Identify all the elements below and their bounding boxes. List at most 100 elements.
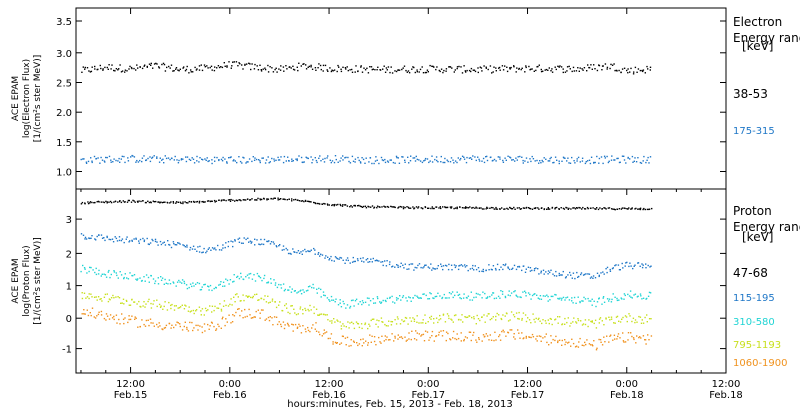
panel-1-series-3-point [464,316,466,318]
panel-0-series-0-point [226,65,228,67]
panel-1-series-3-point [618,320,620,322]
panel-1-series-2-point [361,300,364,302]
panel-1-series-4-point [636,335,638,337]
panel-1-series-3-point [646,321,648,323]
panel-1-series-2-point [127,278,130,280]
panel-1-series-0-point [263,198,265,200]
panel-1-series-3-point [347,321,349,323]
panel-0-series-0-point [218,66,221,69]
panel-1-series-1-point [275,245,277,247]
panel-0-series-1-point [198,161,200,163]
panel-1-series-4-point [86,309,88,311]
panel-1-series-1-point [475,268,478,271]
panel-1-series-4-point [397,334,399,336]
panel-1-series-3-point [83,292,86,294]
panel-0-series-0-point [89,71,92,73]
panel-1-series-2-point [540,298,543,300]
panel-1-series-1-point [354,260,356,263]
panel-1-series-0-point [509,207,512,209]
panel-0-series-0-point [204,66,206,68]
panel-0-series-1-point [389,159,391,161]
panel-0-series-1-point [238,156,240,158]
panel-1-series-3-point [518,311,520,314]
panel-1-series-3-point [297,313,299,315]
panel-1-series-4-point [134,318,136,320]
panel-1-ytick-label: 2 [66,249,72,260]
panel-1-series-4-point [592,345,594,347]
panel-1-series-3-point [422,322,424,324]
panel-1-series-1-point [362,257,364,259]
panel-1-series-2-point [136,279,138,281]
panel-1-series-0-point [631,208,633,210]
panel-1-series-4-point [445,331,448,333]
panel-1-series-3-point [588,319,590,321]
panel-1-series-4-point [327,337,329,340]
panel-1-series-3-point [409,317,411,319]
panel-1-series-0-point [605,208,607,210]
panel-1-series-1-point [629,262,631,264]
panel-1-series-3-point [112,294,114,297]
panel-1-series-2-point [349,307,351,309]
panel-1-series-3-point [582,323,585,325]
panel-1-series-1-point [540,270,542,272]
panel-0-series-1-point [384,161,387,164]
panel-1-series-4-point [134,316,136,318]
panel-1-series-3-point [357,323,360,325]
panel-1-series-4-point [330,333,333,335]
panel-1-series-0-point [303,200,305,203]
panel-1-series-1-point [430,263,432,265]
panel-1-series-0-point [450,207,452,209]
panel-1-series-1-point [531,269,533,272]
panel-1-series-4-point [254,316,256,318]
panel-1-series-3-point [486,315,488,317]
panel-1-series-3-point [189,311,191,313]
panel-1-series-4-point [225,318,227,320]
panel-0-series-0-point [613,63,615,65]
panel-0-series-1-point [631,155,634,158]
panel-1-series-0-point [94,201,96,204]
panel-1-series-0-point [240,199,242,202]
panel-1-series-0-point [153,201,155,203]
panel-1-series-1-point [464,266,467,268]
panel-1-series-1-point [242,242,244,244]
panel-0-series-1-point [394,162,396,164]
panel-1-series-2-point [444,297,447,299]
panel-0-series-1-point [224,158,226,160]
panel-1-series-4-point [525,335,527,338]
panel-0-series-1-point [302,161,304,164]
panel-1-series-2-point [340,306,343,308]
panel-1-series-0-point [342,204,344,206]
panel-1-series-1-point [618,269,621,271]
panel-1-series-1-point [143,240,145,243]
panel-1-series-3-point [257,299,259,301]
panel-0-series-1-point [442,161,444,164]
panel-1-series-4-point [423,340,426,342]
panel-1-series-4-point [199,325,201,327]
panel-1-series-1-point [428,267,431,269]
panel-1-series-1-point [172,241,175,243]
panel-1-series-2-point [345,307,347,309]
panel-1-series-1-point [154,240,157,243]
panel-1-series-3-point [479,319,481,322]
panel-0-series-0-point [616,70,618,72]
panel-1-series-1-point [222,247,224,249]
panel-0-series-1-point [87,160,90,163]
panel-1-series-2-point [183,282,186,285]
panel-0-series-0-point [498,67,500,69]
panel-1-series-3-point [548,322,550,325]
panel-1-series-0-point [93,202,95,204]
panel-1-series-2-point [220,281,222,283]
panel-1-series-0-point [616,208,619,210]
panel-1-series-0-point [466,206,468,209]
panel-1-series-0-point [266,198,268,200]
panel-1-series-3-point [477,318,480,320]
panel-1-series-2-point [173,282,175,284]
panel-0-series-0-point [158,67,161,69]
panel-1-series-4-point [91,307,94,309]
panel-0-series-1-point [584,162,587,165]
panel-0-series-1-point [424,159,426,161]
panel-1-series-1-point [330,255,332,258]
panel-0-series-1-point [446,159,448,161]
panel-0-series-1-point [306,157,308,159]
